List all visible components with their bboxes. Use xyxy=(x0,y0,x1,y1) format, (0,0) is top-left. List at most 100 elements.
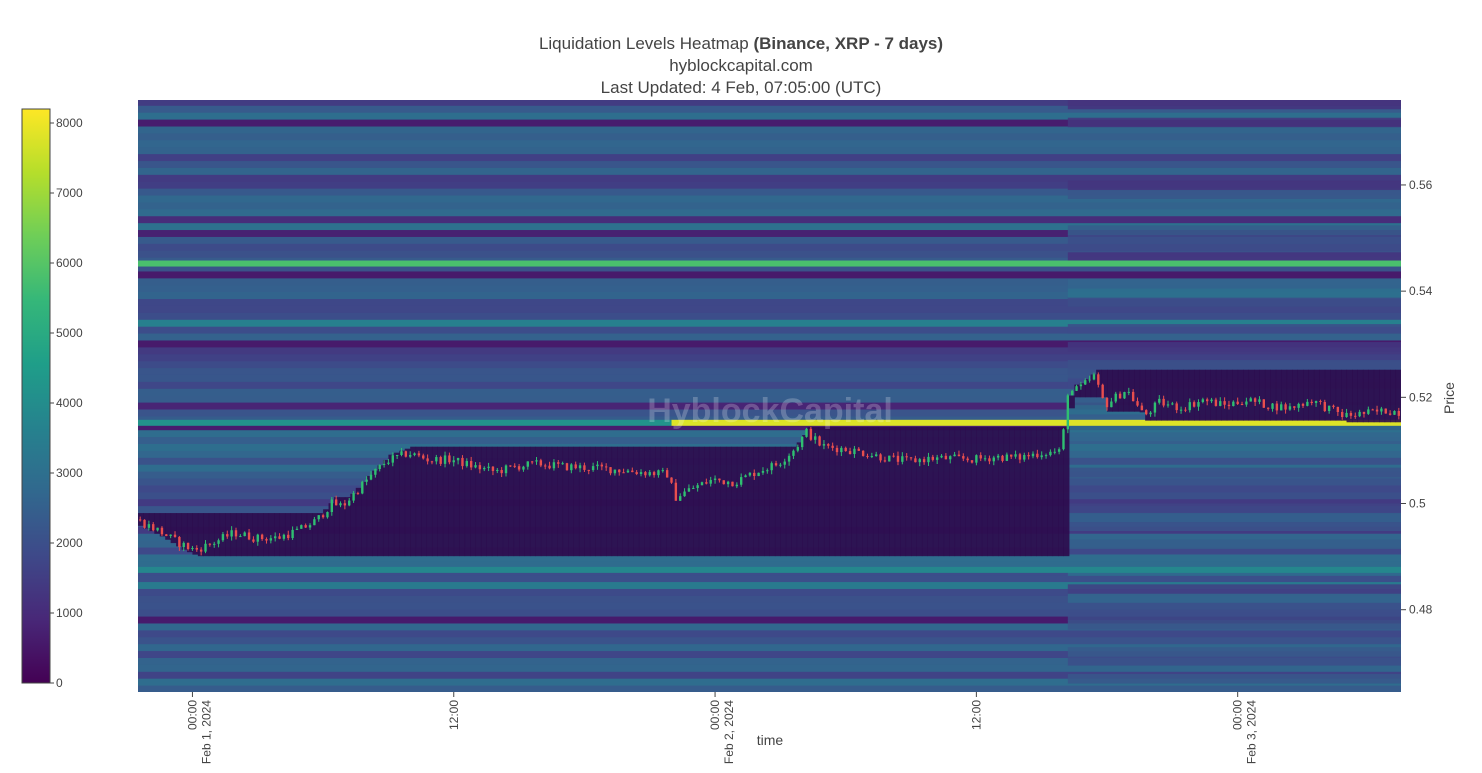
heat-band xyxy=(138,146,1401,155)
cleared-zone xyxy=(638,446,645,557)
cleared-zone xyxy=(617,446,624,557)
candle-body xyxy=(1075,386,1078,391)
candle-body xyxy=(931,456,935,460)
candle-body xyxy=(1010,454,1013,457)
heat-band xyxy=(138,319,1401,327)
cleared-zone xyxy=(1150,369,1157,421)
candle-body xyxy=(530,461,534,463)
candle-body xyxy=(1084,380,1087,385)
cleared-zone xyxy=(154,513,161,534)
candle-body xyxy=(735,484,739,487)
candle-body xyxy=(186,542,190,549)
cleared-zone xyxy=(159,513,166,537)
cleared-zone xyxy=(1243,369,1250,421)
candle-body xyxy=(561,463,564,465)
cleared-zone xyxy=(622,446,629,557)
candle-body xyxy=(1345,412,1348,418)
heat-band xyxy=(1067,512,1401,523)
colorbar-tick-label: 6000 xyxy=(56,256,83,270)
cleared-zone xyxy=(350,493,357,557)
candle-body xyxy=(883,460,887,462)
cleared-zone xyxy=(361,481,368,557)
candle-body xyxy=(169,534,172,536)
cleared-zone xyxy=(1373,369,1380,423)
cleared-zone xyxy=(1232,369,1239,421)
candle-body xyxy=(574,464,577,469)
candle-body xyxy=(1136,401,1139,406)
cleared-zone xyxy=(671,446,678,557)
liquidation-level xyxy=(138,260,1401,267)
candle-body xyxy=(1145,410,1148,415)
cleared-zone xyxy=(1292,369,1299,421)
cleared-zone xyxy=(578,446,585,557)
cleared-zone xyxy=(894,427,901,557)
cleared-zone xyxy=(589,446,596,557)
candle-body xyxy=(313,519,316,526)
candle-body xyxy=(352,493,355,501)
candle-body xyxy=(822,444,826,446)
candle-body xyxy=(962,456,965,459)
candle-body xyxy=(713,478,717,480)
cleared-zone xyxy=(1324,369,1331,421)
cleared-zone xyxy=(584,446,591,557)
cleared-zone xyxy=(1036,427,1043,557)
candle-body xyxy=(1393,411,1396,415)
candle-body xyxy=(918,459,921,463)
heat-band xyxy=(138,422,1401,431)
candle-body xyxy=(435,457,438,462)
cleared-zone xyxy=(878,427,885,557)
heat-band xyxy=(138,581,1401,589)
candle-body xyxy=(718,478,721,481)
cleared-zone xyxy=(856,427,863,557)
candle-body xyxy=(509,465,512,467)
candle-body xyxy=(587,469,590,471)
candle-body xyxy=(526,461,529,467)
candle-body xyxy=(1123,392,1126,399)
heat-band xyxy=(138,112,1401,120)
heat-band xyxy=(138,429,1401,438)
liquidation-level xyxy=(138,419,672,426)
liquidation-level xyxy=(138,566,1401,573)
cleared-zone xyxy=(731,446,738,557)
cleared-zone xyxy=(1303,369,1309,421)
cleared-zone xyxy=(1281,369,1288,421)
candle-body xyxy=(949,456,952,460)
cleared-zone xyxy=(426,446,433,557)
cleared-zone xyxy=(410,446,417,557)
x-tick-date: Feb 2, 2024 xyxy=(722,700,736,764)
candle-body xyxy=(1223,401,1226,405)
candle-body xyxy=(1323,401,1326,412)
candle-body xyxy=(1227,404,1231,407)
cleared-zone xyxy=(519,446,526,557)
y-tick-label: 0.5 xyxy=(1409,497,1426,511)
cleared-zone xyxy=(257,513,264,557)
candle-body xyxy=(879,454,882,461)
candle-body xyxy=(657,470,660,476)
candle-body xyxy=(1018,454,1022,460)
heat-band xyxy=(138,381,1401,389)
heat-band xyxy=(1067,252,1401,262)
cleared-zone xyxy=(1019,427,1026,557)
candle-body xyxy=(988,458,991,462)
candle-body xyxy=(291,529,294,539)
candle-body xyxy=(278,536,281,539)
candle-body xyxy=(583,465,586,470)
candle-body xyxy=(1153,402,1157,413)
candle-body xyxy=(147,524,151,528)
candle-body xyxy=(1293,406,1296,408)
cleared-zone xyxy=(475,446,482,557)
cleared-zone xyxy=(802,435,809,557)
cleared-zone xyxy=(393,452,400,557)
candle-body xyxy=(247,532,251,540)
cleared-zone xyxy=(197,513,204,557)
cleared-zone xyxy=(736,446,743,557)
colorbar-tick-label: 1000 xyxy=(56,606,83,620)
candle-body xyxy=(692,488,695,490)
cleared-zone xyxy=(524,446,531,557)
cleared-zone xyxy=(399,450,406,557)
cleared-zone xyxy=(176,513,183,547)
candle-body xyxy=(430,461,434,463)
cleared-zone xyxy=(872,427,879,557)
heat-band xyxy=(138,374,1401,382)
candle-body xyxy=(709,479,712,484)
